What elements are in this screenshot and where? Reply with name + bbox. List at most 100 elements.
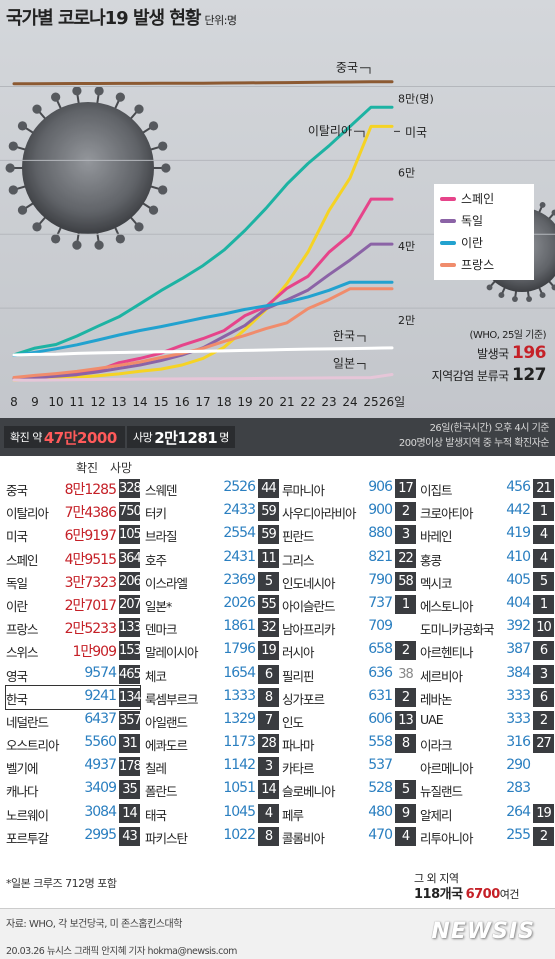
confirmed-count: 7만4386 xyxy=(64,505,117,522)
table-row: 싱가포르 631 2 xyxy=(282,686,416,709)
death-count: 22 xyxy=(395,548,416,568)
table-row: 아일랜드 1329 7 xyxy=(145,709,279,732)
death-count: 10 xyxy=(533,618,554,638)
death-count: 2 xyxy=(395,687,416,707)
country-name: 영국 xyxy=(6,668,28,684)
death-count: 14 xyxy=(258,780,279,800)
country-name: 세르비아 xyxy=(420,668,463,684)
x-tick-label: 26일 xyxy=(379,395,405,409)
table-row: 이스라엘 2369 5 xyxy=(145,570,279,593)
confirmed-count: 880 xyxy=(368,525,393,542)
death-count: 8 xyxy=(258,687,279,707)
death-count: 59 xyxy=(258,525,279,545)
x-tick-label: 24 xyxy=(342,395,357,409)
table-row: 뉴질랜드 283 xyxy=(420,778,554,801)
country-name: 스위스 xyxy=(6,645,39,661)
death-count: 3647 xyxy=(119,548,149,568)
death-count: 7 xyxy=(258,710,279,730)
confirmed-count: 1만909 xyxy=(72,644,117,661)
confirmed-count: 283 xyxy=(506,780,531,797)
country-name: 칠레 xyxy=(145,761,167,777)
confirmed-count: 1022 xyxy=(223,826,256,843)
death-count: 59 xyxy=(258,502,279,522)
info-box: (WHO, 25일 기준) 발생국 196 지역감염 분류국 127 xyxy=(396,326,547,385)
confirmed-count: 405 xyxy=(506,571,531,588)
legend-item: 이란 xyxy=(440,232,528,254)
confirmed-count: 290 xyxy=(506,757,531,774)
country-name: 리투아니아 xyxy=(420,830,474,846)
country-name: 홍콩 xyxy=(420,552,442,568)
death-count: 58 xyxy=(395,571,416,591)
country-name: 포르투갈 xyxy=(6,830,49,846)
line-chart: 2만 4만 6만 8만(명) 8 9 10 11 12 13 14 15 16 17 18 19 20 21 22 2… xyxy=(0,61,555,409)
newsis-logo: NEWSIS xyxy=(431,919,535,944)
death-count: 43 xyxy=(119,826,140,846)
x-tick-label: 12 xyxy=(90,395,105,409)
country-name: 에스토니아 xyxy=(420,598,474,614)
confirmed-count: 480 xyxy=(368,803,393,820)
country-name: 스페인 xyxy=(6,552,39,568)
confirmed-count: 2433 xyxy=(223,502,256,519)
country-name: 이란 xyxy=(6,598,28,614)
deaths-value: 2만1281 xyxy=(154,428,218,447)
summary-bar: 확진 약 47만2000 사망 2만1281 명 26일(한국시간) 오후 4시… xyxy=(0,418,555,456)
country-name: 독일 xyxy=(6,575,28,591)
country-name: 카타르 xyxy=(282,761,315,777)
country-name: 레바논 xyxy=(420,691,453,707)
series-line-일본 xyxy=(12,373,394,382)
table-column: 중국 8만1285 3287 이탈리아 7만4386 7503 미국 6만9197 1050 스페… xyxy=(5,477,149,848)
confirmed-count: 264 xyxy=(506,803,531,820)
table-row: 호주 2431 11 xyxy=(145,547,279,570)
death-count: 8 xyxy=(395,734,416,754)
country-name: 러시아 xyxy=(282,645,315,661)
table-row: 파키스탄 1022 8 xyxy=(145,825,279,848)
y-tick-label: 6만 xyxy=(398,166,415,179)
country-name: 태국 xyxy=(145,807,167,823)
confirmed-count: 419 xyxy=(506,525,531,542)
local-value: 127 xyxy=(512,365,547,385)
x-tick-label: 22 xyxy=(300,395,315,409)
table-row: 레바논 333 6 xyxy=(420,686,554,709)
country-name: 도미니카공화국 xyxy=(420,622,495,638)
table-column: 루마니아 906 17 사우디아라비아 900 2 핀란드 880 3 그리스 821 22 인도네시아… xyxy=(282,477,416,848)
table-row: 아르헨티나 387 6 xyxy=(420,639,554,662)
table-row: 포르투갈 2995 43 xyxy=(6,825,140,848)
legend-item: 스페인 xyxy=(440,188,528,210)
country-name: 터키 xyxy=(145,506,167,522)
confirmed-label: 확진 약 xyxy=(10,431,42,444)
label-china: 중국 xyxy=(336,61,358,75)
summary-note-2: 200명이상 발생지역 중 누적 확진자순 xyxy=(398,438,550,449)
country-name: 말레이시아 xyxy=(145,645,199,661)
countries-label: 발생국 xyxy=(477,347,509,361)
local-line: 지역감염 분류국 127 xyxy=(396,365,547,385)
table-row: 인도네시아 790 58 xyxy=(282,570,416,593)
country-name: 프랑스 xyxy=(6,622,39,638)
table-row: 영국 9574 465 xyxy=(6,663,142,686)
footnote: *일본 크루즈 712명 포함 xyxy=(6,877,117,890)
death-count: 2 xyxy=(395,641,416,661)
legend-item: 독일 xyxy=(440,210,528,232)
death-count: 4 xyxy=(533,548,554,568)
confirmed-count: 606 xyxy=(368,710,393,727)
confirmed-count: 1051 xyxy=(223,780,256,797)
death-count: 27 xyxy=(533,734,554,754)
x-tick-label: 18 xyxy=(216,395,231,409)
confirmed-count: 6437 xyxy=(84,710,117,727)
others-line1: 그 외 지역 xyxy=(414,872,459,885)
x-tick-label: 16 xyxy=(174,395,189,409)
confirmed-count: 4만9515 xyxy=(64,551,117,568)
table-row: 핀란드 880 3 xyxy=(282,523,416,546)
table-row: 러시아 658 2 xyxy=(282,639,416,662)
table-row: 페루 480 9 xyxy=(282,802,416,825)
confirmed-count: 470 xyxy=(368,826,393,843)
confirmed-count: 5560 xyxy=(84,734,117,751)
label-korea: 한국 xyxy=(333,329,355,343)
confirmed-count: 906 xyxy=(368,479,393,495)
death-count: 1 xyxy=(395,594,416,614)
death-count: 3 xyxy=(395,525,416,545)
unit-text: 단위:명 xyxy=(204,14,237,27)
country-name: 노르웨이 xyxy=(6,807,49,823)
series-line-중국 xyxy=(12,80,394,86)
confirmed-count: 2995 xyxy=(84,826,117,843)
death-count: 4 xyxy=(395,826,416,846)
